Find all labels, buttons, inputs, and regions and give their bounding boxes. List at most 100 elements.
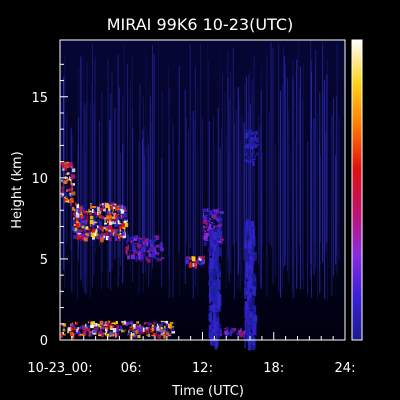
feature-6-pixel xyxy=(99,320,103,325)
feature-8-pixel xyxy=(252,238,256,247)
feature-8-pixel xyxy=(252,279,254,283)
feature-1-pixel xyxy=(110,205,113,207)
feature-3-pixel xyxy=(186,256,191,260)
feature-5-pixel xyxy=(244,160,247,163)
feature-8-pixel xyxy=(248,281,251,288)
colorbar xyxy=(351,39,363,341)
feature-9-pixel xyxy=(209,229,213,239)
feature-6-pixel xyxy=(163,331,165,334)
feature-1-pixel xyxy=(117,223,122,225)
feature-8-pixel xyxy=(252,287,256,295)
feature-8-pixel xyxy=(246,310,248,315)
feature-0-pixel xyxy=(64,192,67,195)
feature-8-pixel xyxy=(244,279,246,285)
feature-1-pixel xyxy=(93,210,95,214)
feature-4-pixel xyxy=(219,241,223,244)
feature-6-pixel xyxy=(89,331,92,333)
feature-7-pixel xyxy=(226,329,229,334)
feature-2-pixel xyxy=(129,253,131,256)
feature-3-pixel xyxy=(201,255,206,259)
feature-2-pixel xyxy=(140,254,144,260)
feature-9-pixel xyxy=(210,294,214,302)
feature-7-pixel xyxy=(230,329,235,332)
feature-6-pixel xyxy=(132,329,136,332)
feature-2-pixel xyxy=(138,256,141,260)
feature-7-pixel xyxy=(233,329,236,332)
feature-1-pixel xyxy=(91,208,94,213)
feature-6-pixel xyxy=(143,327,145,332)
feature-7-pixel xyxy=(223,333,225,335)
feature-6-pixel xyxy=(60,333,63,338)
feature-3-pixel xyxy=(190,261,192,264)
feature-5-pixel xyxy=(255,145,258,148)
feature-8-pixel xyxy=(253,255,256,260)
feature-1-pixel xyxy=(98,226,100,230)
feature-0-pixel xyxy=(61,195,63,198)
feature-1-pixel xyxy=(115,205,118,210)
feature-1-pixel xyxy=(81,205,84,210)
feature-4-pixel xyxy=(217,209,220,212)
feature-9-pixel xyxy=(212,231,217,239)
feature-6-pixel xyxy=(78,326,82,329)
feature-1-pixel xyxy=(95,228,98,233)
feature-6-pixel xyxy=(73,324,75,328)
feature-8-pixel xyxy=(247,309,251,319)
feature-4-pixel xyxy=(215,209,218,212)
feature-9-pixel xyxy=(214,282,218,293)
feature-6-pixel xyxy=(117,332,120,337)
feature-1-pixel xyxy=(99,234,102,239)
feature-6-pixel xyxy=(131,333,135,336)
feature-6-pixel xyxy=(98,324,102,328)
feature-1-pixel xyxy=(87,236,90,238)
feature-1-pixel xyxy=(105,226,109,229)
feature-3-pixel xyxy=(201,257,205,263)
feature-0-pixel xyxy=(70,174,75,179)
feature-1-pixel xyxy=(120,208,123,211)
feature-6-pixel xyxy=(90,324,94,329)
feature-4-pixel xyxy=(206,216,208,218)
feature-1-pixel xyxy=(114,230,118,234)
cloud-features xyxy=(60,129,260,351)
feature-1-pixel xyxy=(111,205,113,210)
feature-4-pixel xyxy=(217,216,221,219)
feature-1-pixel xyxy=(81,220,86,224)
feature-1-pixel xyxy=(92,223,95,226)
feature-8-pixel xyxy=(244,248,248,262)
feature-1-pixel xyxy=(82,236,86,241)
feature-0-pixel xyxy=(68,200,71,204)
feature-1-pixel xyxy=(93,219,96,223)
colorbar-fill xyxy=(352,40,362,340)
feature-1-pixel xyxy=(97,219,100,223)
feature-4-pixel xyxy=(203,225,205,228)
feature-6-pixel xyxy=(142,332,145,334)
feature-1-pixel xyxy=(83,227,86,233)
feature-6-pixel xyxy=(109,322,113,326)
feature-1-pixel xyxy=(89,204,93,209)
feature-1-pixel xyxy=(75,202,77,206)
feature-4-pixel xyxy=(206,208,209,213)
y-axis: 0 5 10 15 xyxy=(31,63,68,349)
feature-6-pixel xyxy=(153,327,157,330)
feature-6-pixel xyxy=(153,321,155,326)
feature-9-pixel xyxy=(213,269,216,280)
feature-4-pixel xyxy=(203,232,205,235)
feature-8-pixel xyxy=(252,316,255,321)
feature-1-pixel xyxy=(116,219,119,223)
feature-1-pixel xyxy=(85,227,89,230)
feature-6-pixel xyxy=(77,327,79,330)
feature-6-pixel xyxy=(128,328,132,331)
feature-6-pixel xyxy=(144,328,149,331)
feature-4-pixel xyxy=(205,219,209,224)
feature-1-pixel xyxy=(75,213,80,218)
feature-7-pixel xyxy=(218,333,222,337)
feature-1-pixel xyxy=(78,229,81,233)
feature-6-pixel xyxy=(130,322,133,327)
feature-4-pixel xyxy=(204,230,206,236)
feature-2-pixel xyxy=(141,245,143,249)
feature-6-pixel xyxy=(157,325,160,328)
feature-0-pixel xyxy=(65,176,67,178)
feature-1-pixel xyxy=(120,230,123,232)
feature-1-pixel xyxy=(101,235,104,237)
feature-1-pixel xyxy=(80,215,85,220)
